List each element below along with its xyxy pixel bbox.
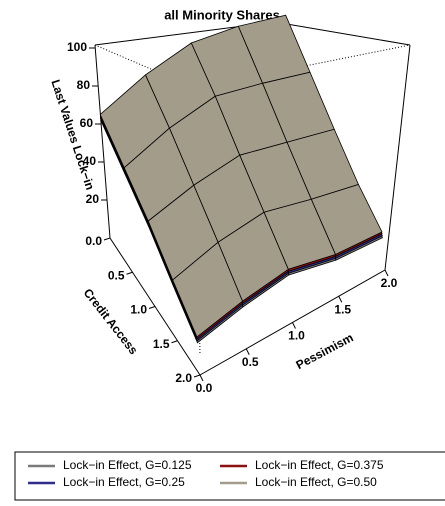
legend-label: Lock−in Effect, G=0.125 [63, 458, 192, 472]
z-tick-label: 80 [77, 78, 91, 92]
x-tick [148, 306, 156, 309]
y-tick-label: 1.0 [288, 329, 305, 343]
legend-box [14, 451, 445, 501]
x-tick [126, 271, 133, 275]
y-tick-label: 0.5 [242, 355, 259, 369]
z-tick-label: 100 [67, 40, 87, 54]
box-edge [384, 44, 411, 271]
x-tick-label: 1.0 [130, 303, 147, 317]
z-tick-label: 40 [83, 154, 97, 168]
surface [99, 14, 383, 344]
y-tick [199, 374, 204, 382]
y-tick [384, 269, 389, 277]
legend: Lock−in Effect, G=0.125 Lock−in Effect, G… [28, 458, 384, 489]
x-tick [193, 374, 201, 378]
legend-label: Lock−in Effect, G=0.25 [63, 475, 185, 489]
y-tick [292, 322, 296, 329]
z-tick-label: 20 [86, 192, 100, 206]
surface-face [172, 241, 243, 338]
chart-title: all Minority Shares [164, 7, 280, 22]
legend-label: Lock−in Effect, G=0.50 [255, 475, 377, 489]
box-edge [274, 21, 411, 46]
y-tick [338, 296, 343, 303]
y-tick-label: 2.0 [381, 276, 398, 290]
y-tick [245, 348, 250, 355]
x-tick [171, 340, 178, 344]
legend-label: Lock−in Effect, G=0.375 [255, 458, 384, 472]
x-tick-label: 0.0 [85, 234, 102, 248]
x-axis-label: Credit Access [81, 286, 141, 358]
y-tick-label: 1.5 [334, 302, 351, 316]
x-tick-label: 0.5 [108, 268, 125, 282]
x-tick [103, 237, 111, 241]
z-axis-label: Last Values Lock−in [48, 78, 97, 192]
x-tick-label: 2.0 [175, 371, 192, 385]
x-tick-label: 1.5 [153, 337, 170, 351]
y-tick-label: 0.0 [196, 381, 213, 395]
z-tick-label: 60 [80, 116, 94, 130]
box-edge [94, 44, 111, 239]
